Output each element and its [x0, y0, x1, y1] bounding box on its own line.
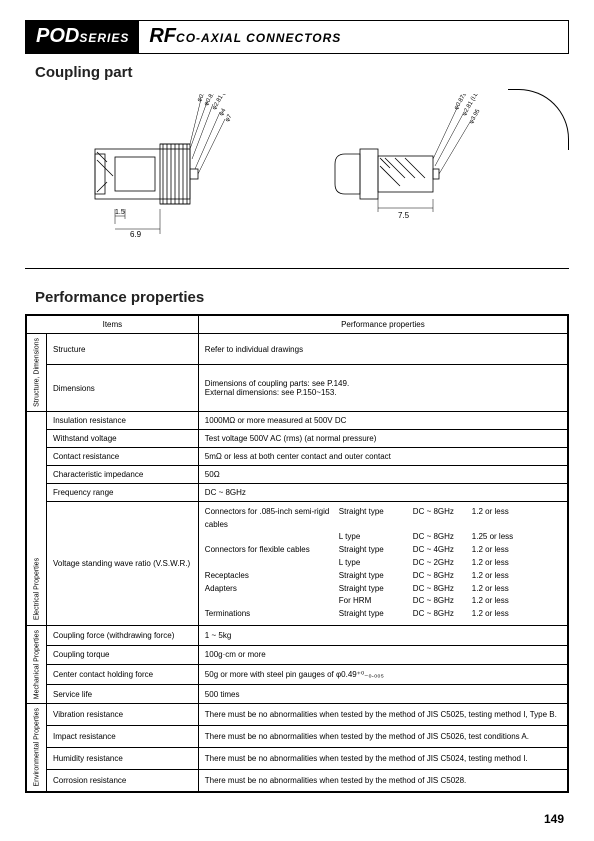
cat-mechanical: Mechanical Properties [27, 626, 47, 704]
row-coupling-torque-value: 100g·cm or more [198, 645, 567, 665]
right-diagram: φ0.87±0.02 (O.D.) φ2.81 (I.D.) φ3.95 7.5 [315, 94, 515, 254]
cat-environmental: Environmental Properties [27, 704, 47, 792]
row-insulation-value: 1000MΩ or more measured at 500V DC [198, 411, 567, 429]
row-contact-label: Contact resistance [47, 447, 199, 465]
vswr-line: For HRM DC ~ 8GHz 1.2 or less [205, 595, 561, 608]
row-impedance-label: Characteristic impedance [47, 465, 199, 483]
rdim-d3: φ3.95 [469, 108, 482, 125]
row-center-hold-value: 50g or more with steel pin gauges of φ0.… [198, 665, 567, 685]
row-service-life-value: 500 times [198, 684, 567, 704]
vswr-c1 [205, 531, 335, 544]
row-coupling-force-label: Coupling force (withdrawing force) [47, 626, 199, 646]
vswr-c4: 1.2 or less [472, 544, 509, 557]
th-items: Items [27, 316, 199, 334]
series-badge: PODSERIES [26, 21, 139, 53]
vswr-line: Connectors for flexible cables Straight t… [205, 544, 561, 557]
vswr-c4: 1.2 or less [472, 570, 509, 583]
vswr-c1: Adapters [205, 583, 335, 596]
row-contact-value: 5mΩ or less at both center contact and o… [198, 447, 567, 465]
left-diagram: φ0.35±0.065 φ0.87±0.02 (O.D.) φ2.81 (I.D… [65, 94, 285, 254]
section-performance: Performance properties [35, 289, 569, 306]
vswr-c2: Straight type [339, 583, 409, 596]
vswr-line: Adapters Straight type DC ~ 8GHz 1.2 or les… [205, 583, 561, 596]
vswr-c4: 1.2 or less [472, 506, 509, 532]
vswr-c2: Straight type [339, 506, 409, 532]
th-props: Performance properties [198, 316, 567, 334]
cat-structure: Structure, Dimensions [27, 334, 47, 412]
row-structure-label: Structure [47, 334, 199, 365]
vswr-c4: 1.2 or less [472, 557, 509, 570]
vswr-c4: 1.2 or less [472, 583, 509, 596]
vswr-c1 [205, 557, 335, 570]
vswr-c3: DC ~ 8GHz [413, 570, 468, 583]
vswr-c2: For HRM [339, 595, 409, 608]
vswr-c2: Straight type [339, 608, 409, 621]
row-dimensions-value: Dimensions of coupling parts: see P.149.… [198, 365, 567, 412]
vswr-c4: 1.2 or less [472, 595, 509, 608]
vswr-c2: Straight type [339, 544, 409, 557]
vswr-line: Receptacles Straight type DC ~ 8GHz 1.2 or … [205, 570, 561, 583]
row-impact-label: Impact resistance [47, 726, 199, 748]
title-small: CO-AXIAL CONNECTORS [176, 31, 341, 45]
row-humidity-label: Humidity resistance [47, 748, 199, 770]
dim-w2: 6.9 [130, 230, 142, 239]
vswr-c2: L type [339, 531, 409, 544]
row-vibration-value: There must be no abnormalities when test… [198, 704, 567, 726]
title-text: RFCO-AXIAL CONNECTORS [139, 21, 568, 53]
vswr-line: Terminations Straight type DC ~ 8GHz 1.2 or… [205, 608, 561, 621]
series-big: POD [36, 25, 79, 48]
vswr-c3: DC ~ 8GHz [413, 506, 468, 532]
vswr-line: Connectors for .085-inch semi-rigid cabl… [205, 506, 561, 532]
row-vibration-label: Vibration resistance [47, 704, 199, 726]
vswr-c1: Receptacles [205, 570, 335, 583]
row-impact-value: There must be no abnormalities when test… [198, 726, 567, 748]
row-structure-value: Refer to individual drawings [198, 334, 567, 365]
cat-electrical: Electrical Properties [27, 411, 47, 625]
row-insulation-label: Insulation resistance [47, 411, 199, 429]
vswr-line: L type DC ~ 2GHz 1.2 or less [205, 557, 561, 570]
section-coupling-part: Coupling part [35, 64, 569, 81]
vswr-c3: DC ~ 8GHz [413, 595, 468, 608]
vswr-c1: Terminations [205, 608, 335, 621]
vswr-c1 [205, 595, 335, 608]
row-humidity-value: There must be no abnormalities when test… [198, 748, 567, 770]
row-coupling-torque-label: Coupling torque [47, 645, 199, 665]
rdim-w1: 7.5 [398, 211, 410, 220]
vswr-c3: DC ~ 8GHz [413, 583, 468, 596]
row-impedance-value: 50Ω [198, 465, 567, 483]
dim-d5: φ7 [225, 113, 234, 123]
row-corrosion-label: Corrosion resistance [47, 769, 199, 791]
row-freq-label: Frequency range [47, 483, 199, 501]
dim-w1: 1.5 [115, 209, 125, 216]
vswr-c4: 1.25 or less [472, 531, 513, 544]
vswr-c2: L type [339, 557, 409, 570]
vswr-c1: Connectors for flexible cables [205, 544, 335, 557]
vswr-c3: DC ~ 8GHz [413, 608, 468, 621]
vswr-c3: DC ~ 2GHz [413, 557, 468, 570]
vswr-line: L type DC ~ 8GHz 1.25 or less [205, 531, 561, 544]
vswr-c3: DC ~ 8GHz [413, 531, 468, 544]
properties-table: Items Performance properties Structure, … [25, 314, 569, 793]
vswr-c1: Connectors for .085-inch semi-rigid cabl… [205, 506, 335, 532]
title-big: RF [149, 25, 176, 48]
row-vswr-value: Connectors for .085-inch semi-rigid cabl… [198, 501, 567, 625]
vswr-c2: Straight type [339, 570, 409, 583]
page-number: 149 [544, 812, 564, 826]
row-withstand-label: Withstand voltage [47, 429, 199, 447]
series-small: SERIES [79, 31, 129, 45]
title-band: PODSERIES RFCO-AXIAL CONNECTORS [25, 20, 569, 54]
row-freq-value: DC ~ 8GHz [198, 483, 567, 501]
diagram-panel: φ0.35±0.065 φ0.87±0.02 (O.D.) φ2.81 (I.D… [25, 89, 569, 269]
row-vswr-label: Voltage standing wave ratio (V.S.W.R.) [47, 501, 199, 625]
row-dimensions-label: Dimensions [47, 365, 199, 412]
row-withstand-value: Test voltage 500V AC (rms) (at normal pr… [198, 429, 567, 447]
row-service-life-label: Service life [47, 684, 199, 704]
vswr-c4: 1.2 or less [472, 608, 509, 621]
row-center-hold-label: Center contact holding force [47, 665, 199, 685]
row-coupling-force-value: 1 ~ 5kg [198, 626, 567, 646]
row-corrosion-value: There must be no abnormalities when test… [198, 769, 567, 791]
vswr-c3: DC ~ 4GHz [413, 544, 468, 557]
